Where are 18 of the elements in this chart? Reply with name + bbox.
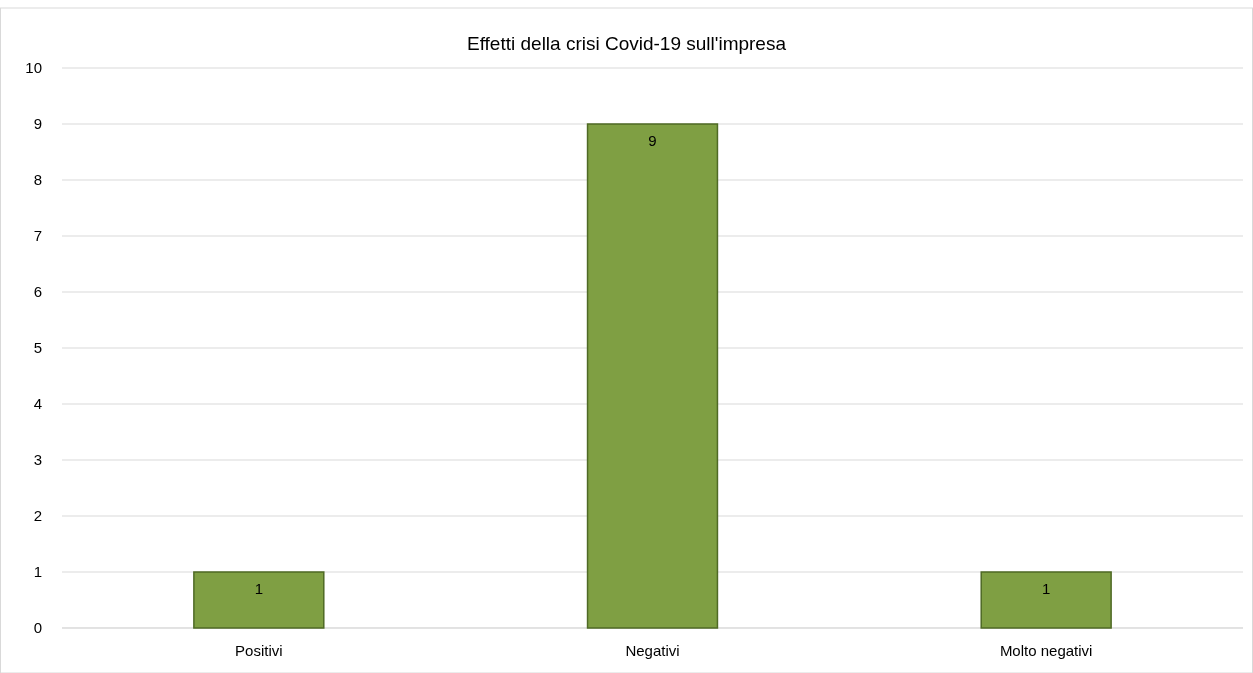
y-tick-label: 10 (25, 59, 42, 76)
y-tick-label: 9 (33, 115, 42, 132)
y-tick-label: 6 (33, 283, 42, 300)
chart-title: Effetti della crisi Covid-19 sull'impresa (466, 33, 787, 54)
data-label: 1 (254, 580, 264, 597)
x-tick-label: Molto negativi (999, 642, 1093, 659)
data-label: 1 (1041, 580, 1051, 597)
y-tick-label: 7 (33, 227, 42, 244)
y-tick-label: 4 (33, 395, 42, 412)
y-tick-label: 2 (33, 507, 42, 524)
data-label: 9 (648, 132, 657, 149)
y-tick-label: 1 (33, 563, 42, 580)
y-tick-label: 3 (33, 451, 42, 468)
y-tick-label: 0 (33, 619, 42, 636)
x-tick-label: Negativi (625, 642, 680, 659)
y-tick-label: 5 (33, 339, 42, 356)
y-tick-label: 8 (33, 171, 42, 188)
x-tick-label: Positivi (235, 642, 283, 659)
